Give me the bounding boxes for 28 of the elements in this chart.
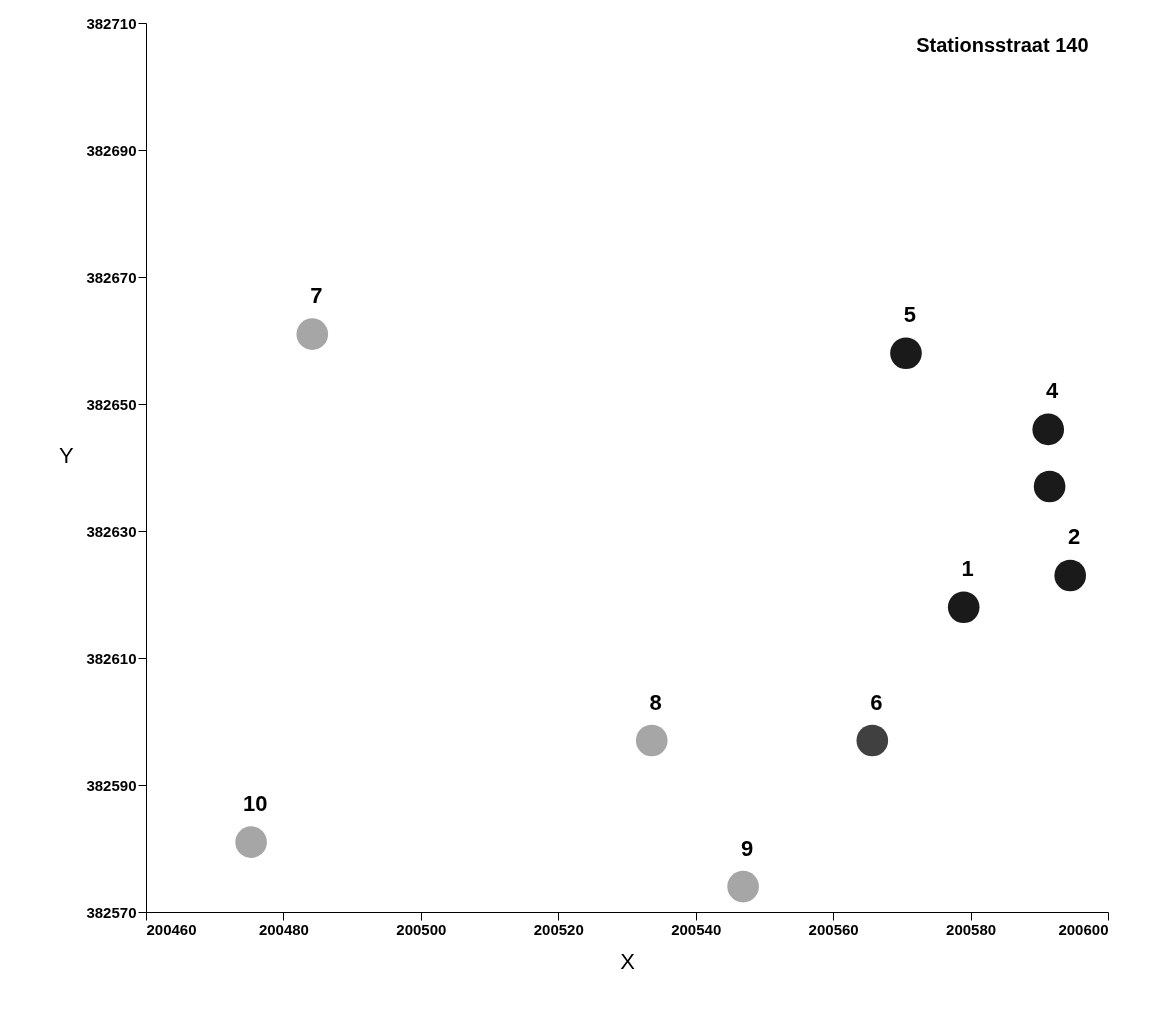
y-tick-label: 382690 [86, 141, 137, 159]
annotation: 10 [242, 791, 268, 817]
y-tick-label: 382630 [86, 522, 137, 540]
annotation: 8 [649, 689, 662, 715]
y-axis-title: Y [59, 443, 75, 468]
x-axis-title: X [620, 948, 636, 974]
annotation: 9 [741, 835, 754, 861]
x-tick-label: 200480 [258, 920, 309, 938]
y-tick-label: 382710 [86, 14, 137, 32]
x-tick-label: 200600 [1058, 920, 1109, 938]
annotation: 4 [1046, 378, 1060, 404]
annotation: 1 [961, 556, 974, 582]
y-tick-label: 382650 [86, 395, 137, 413]
y-tick-label: 382590 [86, 776, 137, 794]
y-tick-label: 382570 [86, 903, 137, 921]
x-tick-label: 200500 [396, 920, 447, 938]
annotation: 5 [903, 302, 917, 328]
annotation: 2 [1068, 524, 1081, 550]
annotation: 7 [310, 283, 323, 309]
x-tick-label: 200540 [671, 920, 722, 938]
x-tick-label: 200580 [946, 920, 997, 938]
text: Stationsstraat 140 [916, 34, 1089, 56]
y-tick-label: 382670 [86, 268, 137, 286]
x-tick-label: 200520 [533, 920, 584, 938]
y-tick-label: 382610 [86, 649, 137, 667]
x-tick-label: 200460 [146, 920, 197, 938]
x-tick-label: 200560 [808, 920, 859, 938]
annotation: 6 [870, 689, 883, 715]
